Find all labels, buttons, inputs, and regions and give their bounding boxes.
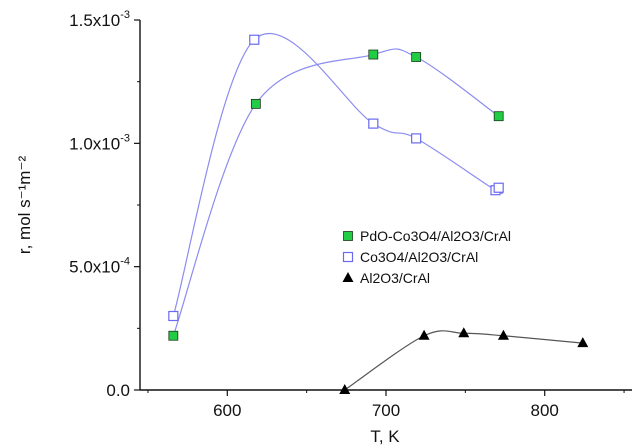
data-point [497, 329, 509, 340]
data-point [339, 384, 351, 394]
legend-marker [342, 272, 354, 282]
x-ticks: 600 700 800 [147, 390, 625, 420]
legend-label: PdO-Co3O4/Al2O3/CrAl [360, 228, 511, 244]
legend-marker [343, 231, 353, 241]
data-point [493, 111, 504, 122]
series-curves [172, 32, 583, 391]
legend-label: Co3O4/Al2O3/CrAl [360, 249, 478, 265]
data-point [418, 329, 430, 340]
y-tick-label: 1.0x10-3 [69, 132, 130, 153]
data-point [411, 52, 422, 62]
x-tick-label: 700 [372, 401, 400, 420]
data-point [411, 133, 422, 144]
data-point [458, 327, 470, 338]
legend-marker [342, 251, 354, 263]
series-line [344, 330, 583, 391]
plot-area: 600 700 800 0.0 5.0x10-4 1.0x10-3 1.5x10-3 [69, 9, 632, 420]
series-line [172, 48, 500, 336]
series-markers [168, 34, 589, 394]
data-point [250, 98, 261, 109]
data-point [168, 310, 179, 322]
y-tick-label: 0.0 [106, 381, 130, 400]
y-axis-title: r, mol s⁻¹m⁻² [15, 156, 34, 255]
y-ticks: 0.0 5.0x10-4 1.0x10-3 1.5x10-3 [69, 9, 140, 400]
data-point [168, 330, 179, 341]
data-point [493, 182, 504, 193]
y-tick-label: 1.5x10-3 [69, 9, 130, 30]
data-point [249, 34, 260, 45]
legend: PdO-Co3O4/Al2O3/CrAl Co3O4/Al2O3/CrAl Al2O… [342, 228, 511, 286]
y-tick-label: 5.0x10-4 [69, 256, 130, 277]
x-tick-label: 600 [213, 401, 241, 420]
x-axis-title: T, K [370, 427, 400, 446]
data-point [577, 337, 589, 348]
data-point [368, 49, 379, 60]
x-tick-label: 800 [531, 401, 559, 420]
data-point [368, 118, 379, 129]
legend-label: Al2O3/CrAl [360, 270, 430, 286]
